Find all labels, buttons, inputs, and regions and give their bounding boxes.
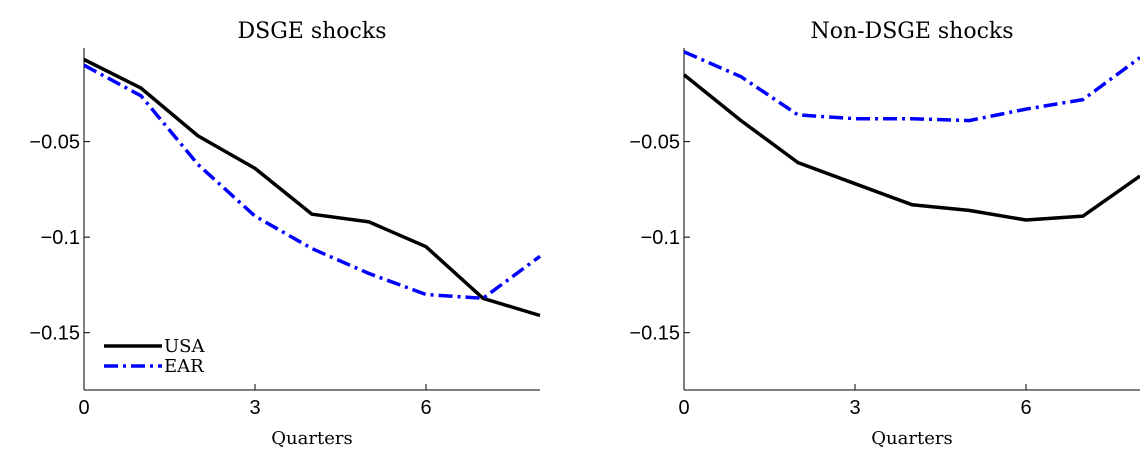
x-axis-label: Quarters	[271, 428, 352, 449]
series-line-ear	[683, 50, 1140, 123]
y-tick-label: −0.15	[629, 323, 680, 345]
series-line-usa	[682, 73, 1140, 222]
y-tick-label: −0.1	[641, 227, 680, 249]
x-tick-label: 3	[249, 397, 260, 419]
y-tick-label: −0.05	[629, 132, 680, 154]
y-tick-label: −0.1	[41, 227, 80, 249]
y-tick-label: −0.15	[29, 323, 80, 345]
x-tick-label: 0	[678, 397, 689, 419]
x-tick-label: 6	[1020, 397, 1031, 419]
x-tick-label: 6	[420, 397, 431, 419]
series-line-usa	[83, 57, 541, 318]
legend-label-ear: EAR	[164, 356, 204, 377]
series-line-ear	[83, 63, 542, 301]
chart-title: Non-DSGE shocks	[810, 19, 1013, 44]
chart-title: DSGE shocks	[238, 19, 387, 44]
x-axis-label: Quarters	[871, 428, 952, 449]
legend-label-usa: USA	[164, 336, 206, 357]
y-tick-label: −0.05	[29, 132, 80, 154]
chart-panel-1: DSGE shocks −0.05 −0.1 −0.15 0 3 6 Quarters USAE…	[29, 19, 542, 449]
x-tick-label: 3	[849, 397, 860, 419]
x-tick-label: 0	[78, 397, 89, 419]
chart-panel-2: Non-DSGE shocks −0.05 −0.1 −0.15 0 3 6 Quarters	[629, 19, 1140, 449]
